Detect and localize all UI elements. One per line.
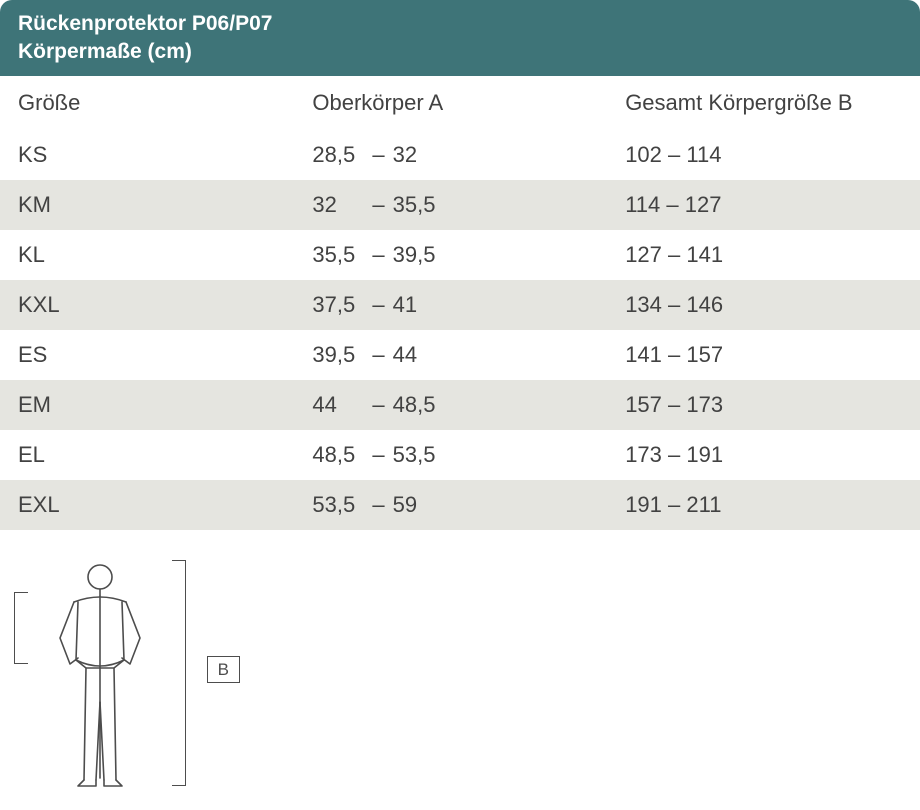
cell-total-height: 157 – 173 (607, 380, 920, 430)
cell-size: EXL (0, 480, 294, 530)
body-figure: A (20, 560, 180, 790)
cell-upper-body: 37,5–41 (294, 280, 607, 330)
measurement-diagram: A (0, 530, 920, 810)
table-row: EXL53,5–59191 – 211 (0, 480, 920, 530)
size-table: Größe Oberkörper A Gesamt Körpergröße B … (0, 76, 920, 530)
table-row: KS28,5–32102 – 114 (0, 130, 920, 180)
header-title: Rückenprotektor P06/P07 (18, 12, 902, 36)
cell-upper-body: 35,5–39,5 (294, 230, 607, 280)
cell-size: EL (0, 430, 294, 480)
table-row: EL48,5–53,5173 – 191 (0, 430, 920, 480)
cell-total-height: 173 – 191 (607, 430, 920, 480)
column-total-height: Gesamt Körpergröße B (607, 76, 920, 130)
cell-size: KM (0, 180, 294, 230)
column-size: Größe (0, 76, 294, 130)
table-row: KM32–35,5114 – 127 (0, 180, 920, 230)
cell-total-height: 127 – 141 (607, 230, 920, 280)
cell-total-height: 134 – 146 (607, 280, 920, 330)
cell-upper-body: 44–48,5 (294, 380, 607, 430)
header-subtitle: Körpermaße (cm) (18, 40, 902, 64)
table-header: Rückenprotektor P06/P07 Körpermaße (cm) (0, 0, 920, 76)
cell-size: EM (0, 380, 294, 430)
cell-size: KXL (0, 280, 294, 330)
table-row: KL35,5–39,5127 – 141 (0, 230, 920, 280)
column-upper-body: Oberkörper A (294, 76, 607, 130)
cell-upper-body: 39,5–44 (294, 330, 607, 380)
cell-total-height: 114 – 127 (607, 180, 920, 230)
cell-upper-body: 53,5–59 (294, 480, 607, 530)
table-row: EM44–48,5157 – 173 (0, 380, 920, 430)
table-row: KXL37,5–41134 – 146 (0, 280, 920, 330)
table-row: ES39,5–44141 – 157 (0, 330, 920, 380)
table-head-row: Größe Oberkörper A Gesamt Körpergröße B (0, 76, 920, 130)
diagram-label-b: B (207, 656, 240, 683)
cell-upper-body: 32–35,5 (294, 180, 607, 230)
cell-total-height: 102 – 114 (607, 130, 920, 180)
cell-upper-body: 28,5–32 (294, 130, 607, 180)
cell-total-height: 191 – 211 (607, 480, 920, 530)
cell-total-height: 141 – 157 (607, 330, 920, 380)
cell-size: ES (0, 330, 294, 380)
cell-size: KS (0, 130, 294, 180)
cell-size: KL (0, 230, 294, 280)
bracket-b-icon (172, 560, 186, 786)
human-figure-icon (20, 560, 180, 790)
bracket-a-icon (14, 592, 28, 664)
cell-upper-body: 48,5–53,5 (294, 430, 607, 480)
